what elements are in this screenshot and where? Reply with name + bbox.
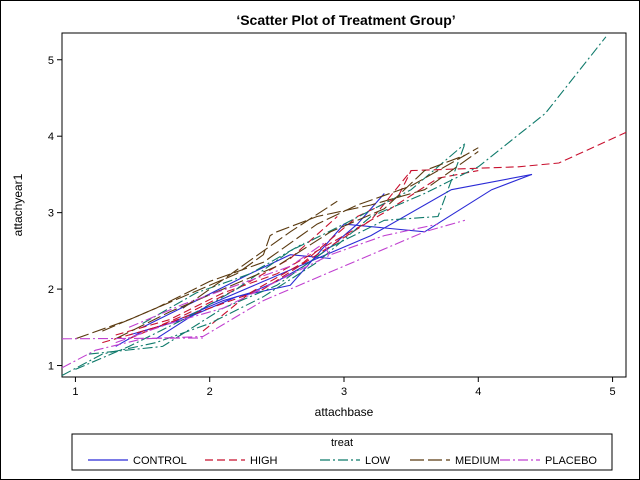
legend-label-low: LOW [365,455,391,467]
series-high [102,131,627,344]
x-tick-label: 4 [475,386,481,398]
series-line-placebo [61,219,466,369]
y-tick-label: 4 [48,131,54,143]
legend-label-placebo: PLACEBO [545,455,597,467]
y-tick-label: 1 [48,361,54,373]
series-lines [61,36,627,376]
x-tick-label: 2 [207,386,213,398]
legend-box [71,433,613,471]
x-tick-label: 3 [341,386,347,398]
series-line-control [155,173,533,340]
series-line-control [142,254,331,328]
x-tick-label: 5 [610,386,616,398]
x-axis-ticks: 1 2 3 4 5 [72,377,616,398]
series-line-low [75,143,466,370]
series-line-placebo [61,337,204,340]
series-line-medium [102,147,479,332]
legend-label-medium: MEDIUM [455,455,500,467]
legend-label-control: CONTROL [133,455,187,467]
series-placebo [61,219,466,369]
y-tick-label: 3 [48,208,54,220]
series-line-medium [115,154,466,340]
y-axis-label: attachyear1 [11,173,25,236]
legend-title: treat [331,437,353,449]
series-control [115,173,533,347]
series-line-control [128,173,533,336]
x-tick-label: 1 [72,386,78,398]
series-line-low [88,143,466,355]
series-line-high [102,131,627,344]
series-line-high [115,170,479,336]
series-line-medium [182,200,338,309]
series-medium [75,147,479,340]
series-low [61,36,607,376]
series-line-medium [75,151,479,340]
y-tick-label: 2 [48,284,54,296]
x-axis-label: attachbase [315,405,374,419]
series-line-low [142,242,304,324]
legend-label-high: HIGH [250,455,278,467]
y-tick-label: 5 [48,55,54,67]
legend-items: CONTROL HIGH LOW MEDIUM PLACEBO [88,455,597,467]
series-line-placebo [115,223,439,344]
chart-title: ‘Scatter Plot of Treatment Group’ [236,12,455,28]
series-line-high [128,216,338,340]
y-axis-ticks: 1 2 3 4 5 [48,55,62,373]
